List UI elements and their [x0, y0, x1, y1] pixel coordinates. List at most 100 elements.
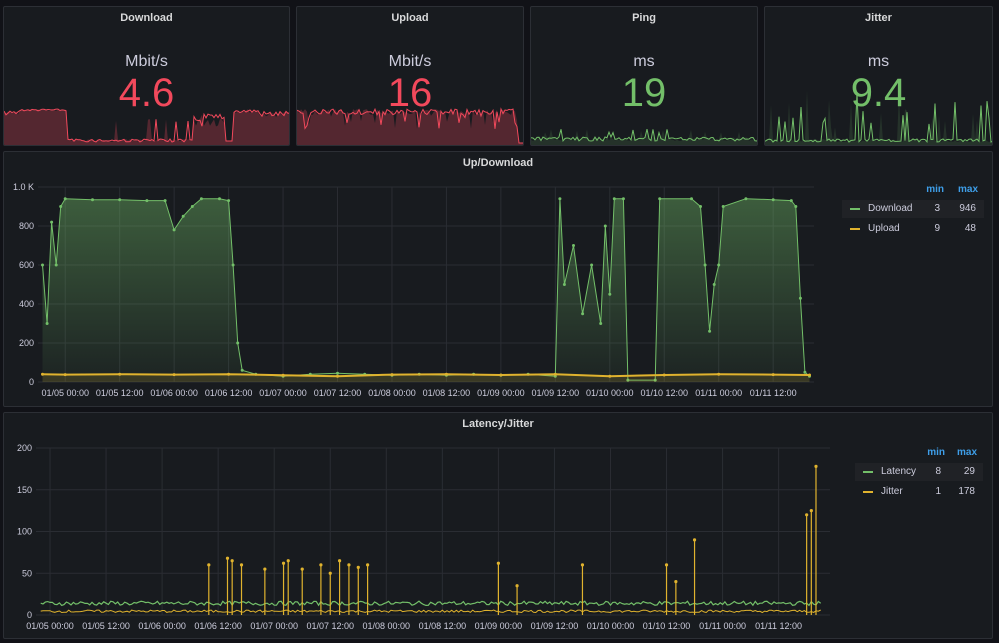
legend-min: 1 — [935, 486, 941, 497]
panel-title[interactable]: Up/Download — [462, 157, 534, 169]
x-tick-label: 01/06 12:00 — [194, 621, 242, 631]
download-point — [612, 197, 616, 201]
download-point — [59, 205, 63, 208]
legend-row-jitter[interactable]: Jitter 1 178 — [855, 483, 983, 501]
legend-row-upload[interactable]: Upload 9 48 — [842, 220, 984, 238]
download-area — [42, 198, 810, 382]
download-point — [240, 368, 244, 372]
latency-chart[interactable]: 0 50 100 150 200 01/05 00:00 01/05 12:00 01/06 … — [4, 413, 844, 639]
x-tick-label: 01/06 12:00 — [205, 388, 253, 398]
x-tick-label: 01/07 00:00 — [250, 621, 298, 631]
panel-title[interactable]: Ping — [632, 12, 656, 24]
legend-name: Download — [868, 203, 913, 214]
legend-min-header[interactable]: min — [927, 447, 945, 458]
legend-row-download[interactable]: Download 3 946 — [842, 200, 984, 218]
download-point — [190, 205, 194, 208]
legend-max: 48 — [964, 223, 976, 234]
download-point — [626, 378, 630, 382]
download-point — [599, 322, 603, 325]
upload-line — [42, 373, 810, 378]
upload-point — [553, 372, 557, 376]
jitter-point — [809, 509, 813, 513]
jitter-point — [347, 563, 351, 567]
x-tick-label: 01/06 00:00 — [150, 388, 198, 398]
panel-title[interactable]: Latency/Jitter — [462, 418, 534, 430]
download-point — [712, 283, 716, 286]
upload-point — [118, 372, 122, 376]
legend-swatch — [863, 491, 873, 493]
latency-panel[interactable]: Latency/Jitter 0 50 100 150 200 01/05 00:00 01… — [3, 412, 993, 639]
sparkline-area — [765, 90, 992, 145]
x-tick-label: 01/10 12:00 — [640, 388, 688, 398]
y-tick-label: 800 — [19, 221, 34, 231]
latency-line — [40, 600, 822, 607]
download-point — [581, 312, 585, 316]
jitter-point — [207, 563, 211, 567]
download-point — [703, 263, 707, 267]
download-point — [708, 329, 712, 333]
upload-point — [227, 372, 231, 376]
x-tick-label: 01/07 12:00 — [314, 388, 362, 398]
legend-max-header[interactable]: max — [956, 447, 977, 458]
upload-point — [499, 373, 503, 377]
x-tick-label: 01/07 00:00 — [259, 388, 307, 398]
jitter-point — [580, 563, 585, 567]
jitter-point — [230, 559, 234, 563]
x-tick-label: 01/11 00:00 — [699, 621, 746, 631]
upload-point — [444, 372, 448, 376]
stat-panel-download[interactable]: Download Mbit/s 4.6 — [3, 6, 290, 146]
download-point — [771, 198, 775, 202]
legend-min-header[interactable]: min — [926, 184, 944, 195]
legend-max: 178 — [958, 486, 975, 497]
download-point — [721, 205, 725, 208]
download-point — [717, 263, 721, 267]
jitter-point — [805, 513, 809, 517]
download-point — [794, 205, 798, 208]
x-tick-label: 01/09 12:00 — [532, 388, 580, 398]
panel-title[interactable]: Jitter — [865, 12, 892, 24]
updown-panel[interactable]: Up/Download 0 200 400 600 800 1.0 K 01/05 00:0… — [3, 151, 993, 407]
upload-point — [63, 373, 67, 377]
y-tick-label: 400 — [19, 299, 34, 309]
ping-sparkline — [531, 128, 757, 145]
legend-max: 29 — [963, 466, 975, 477]
y-tick-label: 100 — [17, 527, 32, 537]
jitter-point — [319, 563, 323, 567]
jitter-line — [40, 609, 821, 614]
legend-row-latency[interactable]: Latency 8 29 — [855, 463, 983, 481]
updown-legend: min max Download 3 946 Upload 9 48 — [842, 184, 984, 244]
download-point — [54, 263, 58, 267]
stat-panel-jitter[interactable]: Jitter ms 9.4 — [764, 6, 993, 146]
download-point — [603, 224, 607, 228]
upload-sparkline — [297, 107, 523, 145]
upload-point — [771, 373, 775, 377]
jitter-point — [337, 559, 342, 563]
download-point — [699, 205, 702, 208]
sparkline-area — [297, 109, 523, 145]
download-point — [172, 228, 176, 232]
stat-panel-upload[interactable]: Upload Mbit/s 16 — [296, 6, 524, 146]
jitter-point — [239, 563, 244, 567]
updown-chart[interactable]: 0 200 400 600 800 1.0 K 01/05 00:00 01/05 12:00… — [4, 152, 834, 407]
y-tick-label: 200 — [19, 338, 34, 348]
panel-title[interactable]: Upload — [391, 12, 429, 24]
legend-swatch — [850, 228, 860, 230]
y-tick-label: 50 — [22, 568, 32, 578]
download-point — [41, 263, 44, 267]
y-tick-label: 200 — [17, 443, 32, 453]
sparkline-line — [765, 92, 992, 143]
x-tick-label: 01/08 00:00 — [363, 621, 411, 631]
panel-title[interactable]: Download — [120, 12, 173, 24]
x-tick-label: 01/06 00:00 — [138, 621, 186, 631]
y-tick-label: 150 — [17, 485, 32, 495]
upload-point — [336, 374, 339, 378]
stat-panel-ping[interactable]: Ping ms 19 — [530, 6, 758, 146]
download-point — [163, 199, 167, 203]
stat-unit: ms — [633, 53, 655, 70]
download-point — [558, 197, 562, 201]
stat-value: 9.4 — [850, 71, 907, 115]
x-tick-label: 01/08 00:00 — [368, 388, 416, 398]
x-tick-label: 01/11 00:00 — [695, 388, 742, 398]
download-point — [798, 296, 802, 300]
legend-max-header[interactable]: max — [957, 184, 978, 195]
